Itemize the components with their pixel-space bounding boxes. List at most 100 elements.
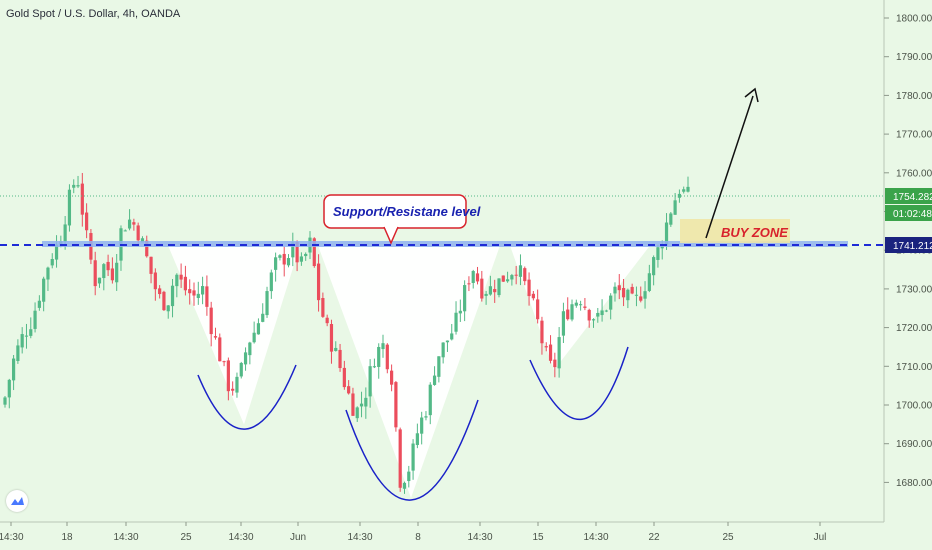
candle-body xyxy=(669,213,673,225)
candle-body xyxy=(415,433,419,445)
candle-body xyxy=(518,265,523,277)
candle-body xyxy=(222,361,226,363)
candle-body xyxy=(20,334,24,348)
candle-body xyxy=(304,253,308,257)
candle-body xyxy=(587,309,591,321)
candle-body xyxy=(46,267,50,280)
candle-body xyxy=(158,288,162,295)
x-tick-label: 14:30 xyxy=(113,532,138,543)
candle-body xyxy=(97,277,102,284)
price-labels: 1754.282 01:02:48 1741.212 xyxy=(885,188,932,253)
candle-body xyxy=(33,310,37,329)
candle-body xyxy=(170,285,175,307)
x-tick-label: 15 xyxy=(532,532,544,543)
candle-body xyxy=(325,317,329,324)
candle-body xyxy=(411,443,415,471)
candle-body xyxy=(106,261,110,271)
buy-zone-label: BUY ZONE xyxy=(721,225,788,240)
candle-body xyxy=(166,305,170,312)
target-arrow xyxy=(705,95,754,239)
candle-body xyxy=(76,185,80,187)
x-tick-label: Jul xyxy=(814,532,827,543)
candle-body xyxy=(278,255,282,258)
candle-body xyxy=(209,307,213,335)
y-tick-label: 1700.000 xyxy=(896,401,932,412)
x-tick-label: 25 xyxy=(722,532,734,543)
candle-body xyxy=(510,275,514,280)
candle-body xyxy=(162,291,166,311)
candle-body xyxy=(243,352,248,365)
candle-body xyxy=(450,333,454,340)
candle-body xyxy=(497,278,501,296)
candle-body xyxy=(252,332,256,343)
candle-body xyxy=(566,309,570,320)
tradingview-logo-icon[interactable] xyxy=(6,490,28,512)
support-level-text: 1741.212 xyxy=(893,241,932,252)
candle-body xyxy=(110,268,114,281)
candle-body xyxy=(261,313,265,322)
candle-body xyxy=(192,290,196,296)
candle-body xyxy=(484,293,488,296)
candle-body xyxy=(145,240,149,257)
candle-body xyxy=(402,482,407,489)
candle-body xyxy=(239,362,243,377)
candle-body xyxy=(604,310,608,312)
candle-body xyxy=(179,274,183,280)
candle-body xyxy=(256,323,261,335)
candle-body xyxy=(149,256,153,274)
candle-body xyxy=(458,310,462,314)
candle-body xyxy=(213,336,218,338)
candle-body xyxy=(312,238,316,267)
candle-body xyxy=(248,342,252,356)
candle-body xyxy=(368,366,372,397)
candle-body xyxy=(372,366,377,368)
candle-body xyxy=(127,219,132,229)
candle-body xyxy=(463,285,467,312)
candle-body xyxy=(441,342,445,358)
current-price-text: 1754.282 xyxy=(893,192,932,203)
right-shoulder-arc xyxy=(529,346,629,421)
candle-body xyxy=(553,359,557,368)
candle-body xyxy=(514,274,518,276)
candle-body xyxy=(136,225,140,241)
candle-body xyxy=(63,224,67,242)
candle-body xyxy=(432,375,437,385)
candle-body xyxy=(11,358,16,381)
y-tick-label: 1790.000 xyxy=(896,52,932,63)
candle-body xyxy=(505,279,510,282)
candle-body xyxy=(385,344,389,370)
y-tick-label: 1680.000 xyxy=(896,478,932,489)
candle-body xyxy=(428,384,432,416)
y-tick-label: 1730.000 xyxy=(896,284,932,295)
y-tick-label: 1710.000 xyxy=(896,362,932,373)
callout-pointer xyxy=(383,226,399,245)
y-tick-label: 1800.000 xyxy=(896,14,932,25)
x-tick-label: 8 xyxy=(415,532,421,543)
candle-body xyxy=(93,260,97,287)
candle-body xyxy=(647,273,651,291)
candle-body xyxy=(3,397,7,405)
candle-body xyxy=(445,340,450,343)
candle-body xyxy=(102,264,106,279)
candle-body xyxy=(536,299,540,320)
x-tick-label: 14:30 xyxy=(467,532,492,543)
candle-body xyxy=(364,397,368,407)
candle-body xyxy=(591,319,596,321)
candle-body xyxy=(660,245,664,249)
candle-body xyxy=(523,268,527,282)
candle-body xyxy=(200,286,205,295)
candle-body xyxy=(37,300,41,308)
candle-body xyxy=(299,256,303,262)
candle-body xyxy=(316,263,321,301)
countdown-text: 01:02:48 xyxy=(893,209,932,220)
candle-body xyxy=(54,244,59,260)
candle-body xyxy=(480,278,484,299)
candle-body xyxy=(274,257,278,270)
time-axis[interactable]: 14:30 18 14:30 25 14:30 Jun 14:30 8 14:30 15 14:30… xyxy=(0,522,826,543)
candle-body xyxy=(205,286,209,307)
target-arrow-head xyxy=(744,87,759,103)
candle-body xyxy=(16,345,20,361)
candle-body xyxy=(394,382,398,428)
candle-body xyxy=(574,302,578,306)
